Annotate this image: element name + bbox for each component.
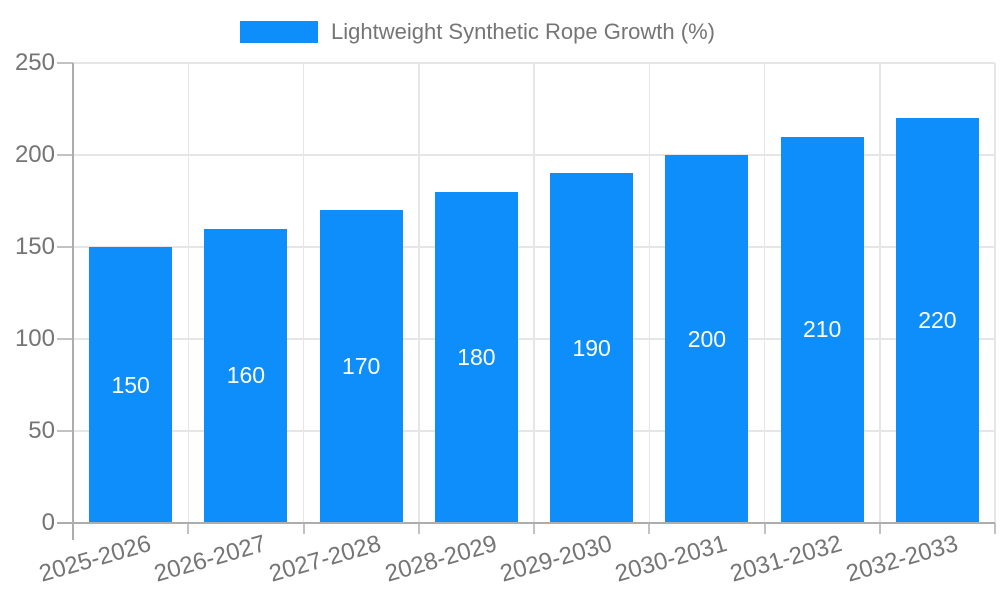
y-axis-label: 0 xyxy=(41,509,55,536)
gridline-vertical xyxy=(648,63,650,523)
x-axis-label: 2026-2027 xyxy=(151,530,270,588)
x-axis-tick xyxy=(302,523,305,534)
gridline-vertical xyxy=(994,63,996,523)
bar-value-label: 220 xyxy=(918,307,957,334)
x-axis-tick xyxy=(187,523,190,534)
x-axis-tick xyxy=(878,523,881,534)
y-axis-line xyxy=(72,63,74,540)
x-axis-line xyxy=(57,522,995,524)
y-axis-tick xyxy=(57,62,73,64)
bar-value-label: 150 xyxy=(111,371,150,398)
gridline-vertical xyxy=(418,63,420,523)
y-axis-tick xyxy=(57,338,73,340)
x-axis-tick xyxy=(417,523,420,534)
bar-value-label: 170 xyxy=(341,353,381,380)
legend-swatch xyxy=(240,21,318,43)
x-axis-label: 2029-2030 xyxy=(497,530,615,588)
x-axis-tick xyxy=(763,523,766,534)
bar[interactable]: 150 xyxy=(89,247,173,523)
x-axis-label: 2027-2028 xyxy=(266,530,385,588)
bar-value-label: 160 xyxy=(226,362,266,389)
y-axis-tick xyxy=(57,246,73,248)
y-axis-label: 150 xyxy=(14,233,55,260)
bar[interactable]: 220 xyxy=(895,118,979,523)
y-axis-label: 100 xyxy=(14,325,55,352)
x-axis-tick xyxy=(533,523,535,534)
y-axis-tick xyxy=(57,154,73,156)
gridline-vertical xyxy=(302,63,305,523)
x-axis-tick xyxy=(994,523,996,534)
gridline-vertical xyxy=(187,63,189,523)
y-axis-label: 250 xyxy=(14,49,55,76)
legend-label: Lightweight Synthetic Rope Growth (%) xyxy=(331,19,715,44)
bar[interactable]: 170 xyxy=(319,210,403,523)
bar[interactable]: 200 xyxy=(665,155,749,523)
x-axis-label: 2031-2032 xyxy=(727,530,846,588)
y-axis-tick xyxy=(57,430,73,432)
x-axis-label: 2032-2033 xyxy=(842,530,961,588)
x-axis-label: 2030-2031 xyxy=(612,530,731,588)
bar[interactable]: 210 xyxy=(780,136,864,523)
bar-value-label: 210 xyxy=(802,316,842,343)
x-axis-label: 2028-2029 xyxy=(381,530,500,588)
plot-area: 150 160 170 180 190 200 210 220 xyxy=(73,62,996,523)
bar-value-label: 190 xyxy=(572,334,611,361)
bar[interactable]: 190 xyxy=(550,173,634,523)
bar-value-label: 200 xyxy=(687,325,727,352)
bar[interactable]: 160 xyxy=(204,228,288,523)
legend[interactable]: Lightweight Synthetic Rope Growth (%) xyxy=(240,20,715,44)
gridline-vertical xyxy=(763,63,766,523)
gridline-vertical xyxy=(533,63,535,523)
bar-value-label: 180 xyxy=(457,343,496,370)
gridline-vertical xyxy=(879,63,881,523)
x-axis-label: 2025-2026 xyxy=(36,530,154,588)
bar[interactable]: 180 xyxy=(434,191,518,523)
y-axis-label: 50 xyxy=(28,417,55,444)
y-axis-label: 200 xyxy=(14,141,55,168)
x-axis-tick xyxy=(648,523,651,534)
